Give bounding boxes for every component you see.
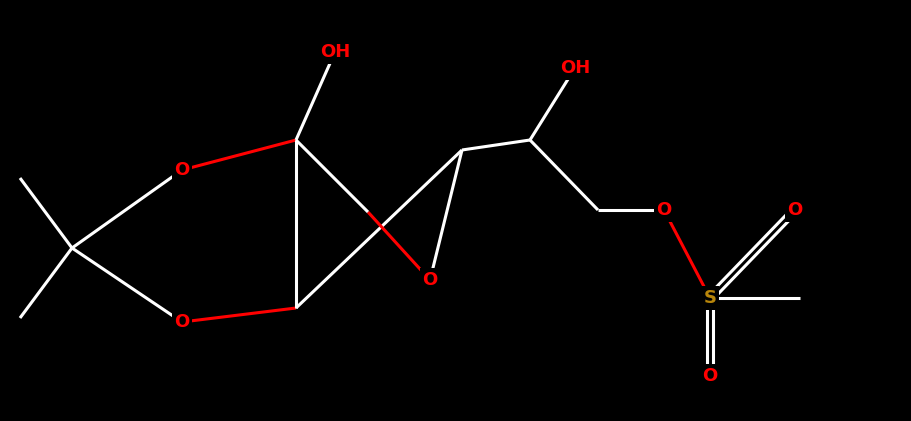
Text: O: O [787,201,803,219]
Text: OH: OH [560,59,590,77]
Text: O: O [656,201,671,219]
Text: O: O [702,367,718,385]
Text: S: S [703,289,716,307]
Text: OH: OH [320,43,350,61]
Text: O: O [174,313,189,331]
Text: O: O [174,161,189,179]
Text: O: O [423,271,437,289]
